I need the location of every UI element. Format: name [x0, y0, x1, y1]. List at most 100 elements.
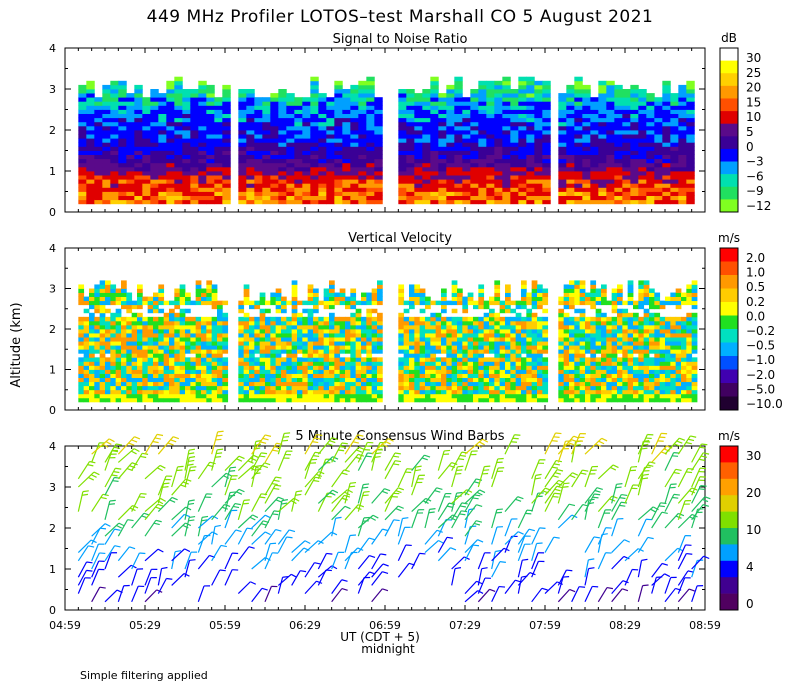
snr-cell	[582, 89, 591, 94]
snr-cell	[366, 117, 375, 123]
vv-cell	[574, 365, 581, 370]
snr-cell	[374, 134, 383, 139]
snr-cell	[174, 179, 183, 184]
vv-cell	[617, 288, 623, 293]
vv-cell	[249, 393, 255, 399]
snr-cell	[318, 154, 327, 160]
snr-cell	[438, 171, 447, 176]
vv-cell	[659, 373, 666, 378]
snr-cell	[246, 121, 255, 127]
vv-cell	[297, 341, 303, 346]
snr-cell	[158, 138, 167, 143]
snr-cell	[438, 191, 447, 196]
vv-cell	[153, 345, 159, 350]
vv-cell	[531, 381, 538, 387]
vv-cell	[462, 341, 469, 346]
vv-cell	[558, 296, 565, 302]
snr-cell	[214, 138, 223, 143]
vv-cell	[361, 349, 367, 354]
vv-cell	[78, 345, 85, 350]
vv-cell	[350, 341, 357, 346]
vv-cell	[441, 377, 447, 383]
vv-cell	[457, 329, 463, 334]
vv-cell	[270, 381, 277, 387]
vv-cell	[542, 369, 549, 374]
vv-cell	[211, 300, 218, 306]
snr-cell	[470, 154, 479, 160]
snr-cell	[238, 117, 247, 123]
vv-cell	[339, 385, 346, 391]
vv-cell	[238, 345, 245, 350]
vv-cell	[425, 373, 431, 378]
snr-cell	[214, 150, 223, 155]
snr-cell	[518, 125, 527, 131]
snr-cell	[446, 125, 455, 131]
snr-cell	[126, 183, 135, 188]
vv-cell	[329, 292, 335, 297]
snr-cell	[198, 171, 207, 176]
snr-cell	[526, 76, 535, 82]
snr-cell	[342, 195, 351, 201]
snr-cell	[590, 109, 599, 114]
snr-cell	[518, 80, 527, 86]
snr-cell	[614, 150, 623, 155]
snr-cell	[486, 187, 495, 192]
snr-cell	[326, 191, 335, 196]
vv-cell	[286, 300, 293, 306]
snr-cell	[534, 199, 543, 205]
vv-cell	[558, 345, 565, 350]
vv-cell	[110, 300, 117, 306]
vv-cell	[249, 353, 255, 358]
snr-cell	[286, 97, 295, 102]
vv-cell	[131, 381, 138, 387]
snr-cell	[294, 109, 303, 114]
vv-cell	[110, 341, 117, 346]
vv-cell	[281, 385, 287, 391]
vv-cell	[286, 345, 293, 350]
vv-cell	[441, 381, 447, 387]
snr-cell	[126, 150, 135, 155]
snr-cell	[446, 113, 455, 119]
snr-cell	[294, 130, 303, 135]
vv-cell	[585, 381, 591, 387]
snr-cell	[366, 80, 375, 86]
vv-cell	[467, 324, 474, 330]
snr-cell	[222, 134, 231, 139]
vv-cell	[323, 377, 330, 383]
snr-cell	[598, 84, 607, 90]
snr-cell	[614, 146, 623, 151]
snr-cell	[270, 175, 279, 180]
snr-cell	[214, 199, 223, 205]
snr-cell	[182, 121, 191, 127]
vv-cell	[115, 337, 122, 342]
vv-cell	[569, 300, 575, 306]
snr-cell	[662, 166, 671, 172]
snr-cell	[470, 125, 479, 131]
vv-cell	[403, 341, 410, 346]
vv-cell	[521, 365, 527, 370]
snr-cell	[326, 142, 335, 147]
vv-cell	[451, 308, 458, 314]
snr-cell	[262, 199, 271, 205]
snr-cell	[286, 150, 295, 155]
vv-cell	[105, 357, 111, 362]
snr-cell	[358, 179, 367, 184]
snr-cell	[454, 138, 463, 143]
snr-cell	[526, 93, 535, 98]
vv-cell	[217, 308, 223, 314]
snr-cell	[342, 134, 351, 139]
vv-cell	[489, 337, 495, 342]
snr-cell	[86, 125, 95, 131]
snr-cell	[366, 101, 375, 106]
vv-cell	[633, 312, 639, 318]
snr-cell	[406, 101, 415, 106]
vv-cell	[281, 345, 287, 350]
snr-cell	[310, 138, 319, 143]
snr-cell	[414, 130, 423, 135]
vv-cell	[105, 300, 111, 306]
snr-cell	[270, 121, 279, 127]
vv-cell	[499, 329, 506, 334]
vv-cell	[377, 357, 383, 362]
snr-cell	[622, 97, 631, 102]
vv-cell	[259, 300, 266, 306]
